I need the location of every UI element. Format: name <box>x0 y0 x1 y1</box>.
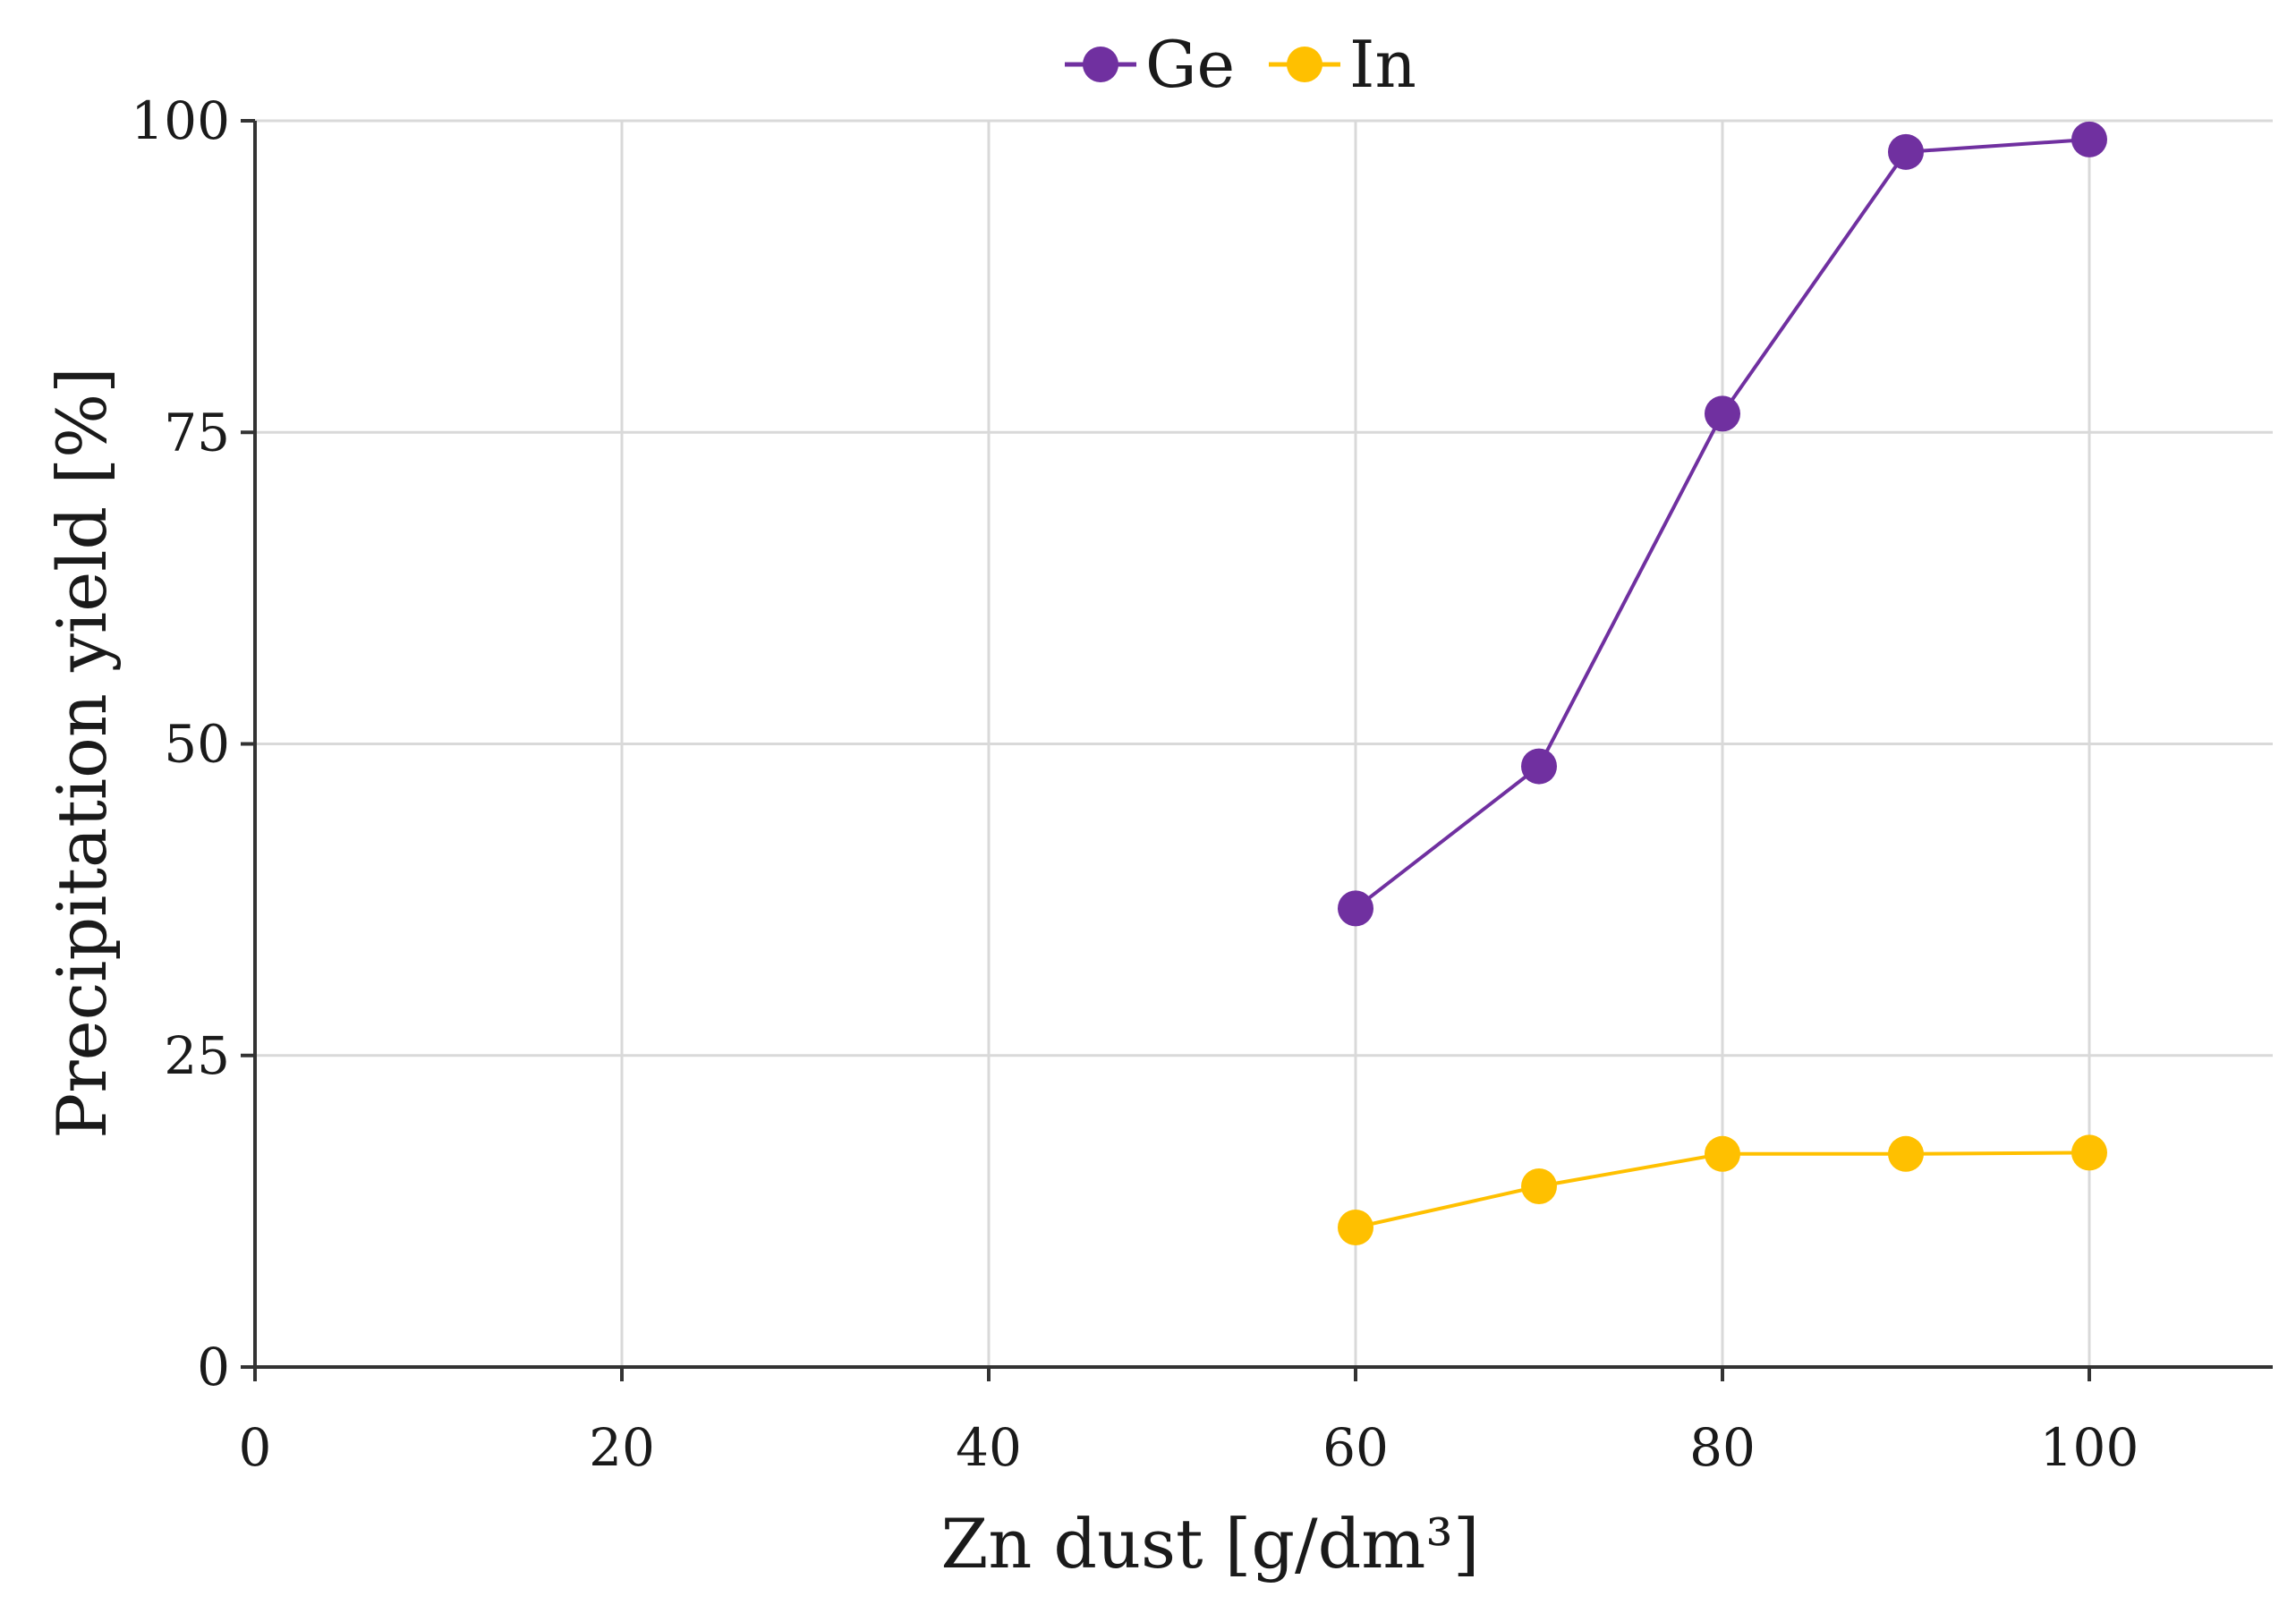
data-point-in <box>1705 1135 1740 1172</box>
y-tick-label: 0 <box>197 1337 230 1397</box>
legend-label-in: In <box>1349 27 1416 102</box>
x-tick-label: 20 <box>589 1417 655 1478</box>
legend-label-ge: Ge <box>1145 27 1235 102</box>
tick-labels: 0 25 50 75 100 0 20 40 60 80 100 <box>131 90 2139 1478</box>
data-point-ge <box>1521 748 1557 785</box>
data-point-in <box>1521 1168 1557 1205</box>
x-axis-title: Zn dust [g/dm³] <box>941 1504 1480 1584</box>
data-point-ge <box>1705 395 1740 432</box>
x-tick-label: 40 <box>956 1417 1022 1478</box>
data-point-in <box>1888 1135 1924 1172</box>
data-point-in <box>1338 1209 1373 1245</box>
x-tick-label: 0 <box>239 1417 272 1478</box>
x-tick-label: 60 <box>1322 1417 1389 1478</box>
y-tick-label: 50 <box>164 714 230 775</box>
data-point-ge <box>2071 121 2107 157</box>
legend-marker-in <box>1287 47 1322 82</box>
legend: Ge In <box>1065 27 1416 102</box>
data-point-in <box>2071 1134 2107 1171</box>
grid <box>255 119 2273 1367</box>
data-point-ge <box>1338 890 1373 927</box>
x-tick-label: 100 <box>2040 1417 2139 1478</box>
data-point-ge <box>1888 133 1924 170</box>
y-tick-label: 75 <box>164 402 230 463</box>
y-tick-label: 25 <box>164 1025 230 1086</box>
legend-marker-ge <box>1083 47 1118 82</box>
series-layer <box>1338 121 2107 1245</box>
axes <box>241 119 2273 1381</box>
y-tick-label: 100 <box>131 90 230 151</box>
x-tick-label: 80 <box>1689 1417 1756 1478</box>
y-axis-title: Precipitation yield [%] <box>42 367 122 1139</box>
